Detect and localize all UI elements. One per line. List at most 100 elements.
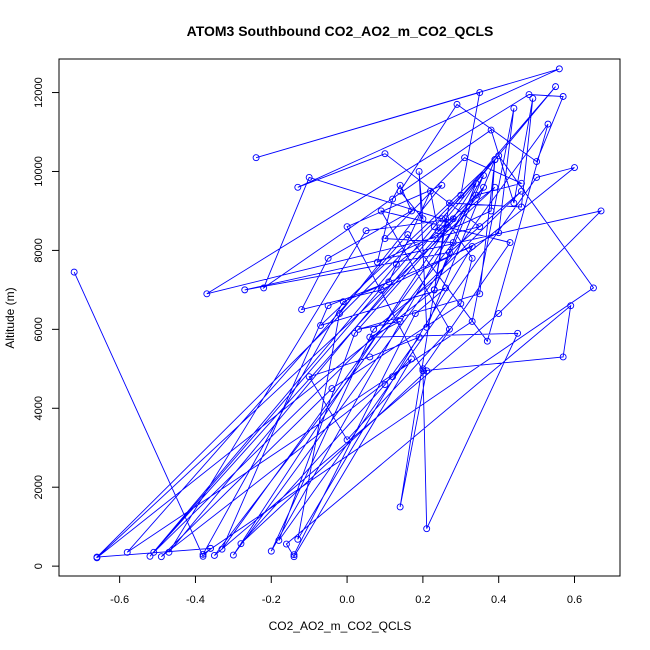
- y-tick-label: 6000: [33, 317, 45, 341]
- data-point: [419, 367, 427, 375]
- data-point: [555, 65, 563, 73]
- data-point: [597, 207, 605, 215]
- data-point: [423, 323, 431, 331]
- data-point: [404, 231, 412, 239]
- data-point: [324, 254, 332, 262]
- data-point: [366, 353, 374, 361]
- data-point: [210, 552, 218, 559]
- data-point: [294, 535, 302, 543]
- chart-title: ATOM3 Southbound CO2_AO2_m_CO2_QCLS: [187, 23, 494, 39]
- data-point: [559, 353, 567, 361]
- data-point: [495, 310, 503, 318]
- y-tick-label: 2000: [33, 475, 45, 499]
- data-point: [453, 100, 461, 108]
- data-point: [449, 215, 457, 223]
- data-point: [389, 373, 397, 381]
- data-point: [199, 550, 207, 558]
- data-point: [324, 302, 332, 310]
- data-point: [381, 235, 389, 243]
- data-point: [275, 537, 283, 544]
- data-point: [229, 551, 237, 559]
- data-point: [449, 239, 457, 246]
- data-point: [544, 120, 552, 128]
- data-point: [552, 83, 560, 91]
- y-tick-label: 12000: [33, 77, 45, 108]
- data-point: [510, 104, 518, 112]
- data-point: [495, 229, 503, 237]
- data-point: [506, 239, 514, 246]
- x-tick-label: -0.4: [186, 594, 205, 606]
- data-point: [476, 290, 484, 298]
- x-axis-title: CO2_AO2_m_CO2_QCLS: [269, 619, 412, 633]
- data-point: [392, 260, 400, 268]
- data-point: [377, 207, 385, 215]
- data-point: [480, 183, 487, 191]
- data-point: [377, 286, 385, 294]
- data-point: [70, 268, 78, 276]
- data-point: [438, 181, 446, 189]
- data-point: [434, 227, 442, 235]
- data-point: [165, 548, 173, 556]
- data-point: [419, 365, 427, 373]
- data-point: [461, 154, 469, 162]
- data-point: [517, 203, 525, 211]
- data-point: [385, 278, 393, 286]
- data-point: [381, 381, 389, 389]
- data-point: [423, 525, 431, 533]
- data-point: [328, 385, 336, 392]
- y-tick-label: 10000: [33, 156, 45, 187]
- data-point: [207, 544, 215, 552]
- x-tick-label: 0.4: [491, 594, 506, 606]
- x-tick-label: -0.2: [262, 594, 281, 606]
- data-point: [430, 286, 438, 294]
- data-point: [252, 154, 260, 162]
- data-point: [317, 321, 324, 329]
- data-point: [442, 284, 450, 292]
- data-point: [468, 243, 476, 250]
- data-point: [282, 540, 290, 548]
- data-point: [408, 207, 415, 215]
- x-tick-label: 0.6: [567, 594, 582, 606]
- data-point: [294, 183, 302, 191]
- data-point: [381, 150, 389, 158]
- data-point: [343, 436, 351, 444]
- data-point: [430, 223, 438, 231]
- data-point: [343, 223, 351, 231]
- data-point: [415, 333, 423, 341]
- data-point: [517, 187, 525, 195]
- series-points: [70, 65, 605, 562]
- data-point: [339, 298, 347, 306]
- data-point: [355, 325, 362, 333]
- data-point: [396, 317, 404, 325]
- plot-frame: [58, 58, 621, 577]
- data-point: [362, 227, 370, 235]
- data-point: [370, 325, 378, 333]
- series-line: [73, 68, 603, 559]
- data-point: [389, 195, 397, 203]
- data-point: [93, 554, 101, 562]
- data-point: [510, 199, 518, 207]
- data-point: [203, 290, 211, 298]
- data-point: [260, 284, 268, 292]
- data-point: [517, 179, 525, 187]
- data-point: [423, 367, 431, 375]
- data-point: [529, 95, 537, 102]
- data-point: [468, 317, 476, 325]
- data-point: [290, 553, 298, 561]
- data-point: [533, 158, 541, 166]
- data-point: [571, 164, 578, 171]
- data-point: [491, 183, 499, 191]
- data-point: [472, 179, 480, 187]
- x-tick-label: -0.6: [110, 594, 129, 606]
- data-point: [366, 333, 374, 341]
- y-tick-label: 4000: [33, 396, 45, 420]
- y-tick-label: 8000: [33, 238, 45, 262]
- data-point: [146, 552, 154, 560]
- data-point: [514, 329, 522, 337]
- data-point: [199, 552, 207, 560]
- data-point: [533, 173, 541, 181]
- data-point: [445, 199, 453, 207]
- data-point: [267, 547, 275, 555]
- data-point: [468, 254, 476, 262]
